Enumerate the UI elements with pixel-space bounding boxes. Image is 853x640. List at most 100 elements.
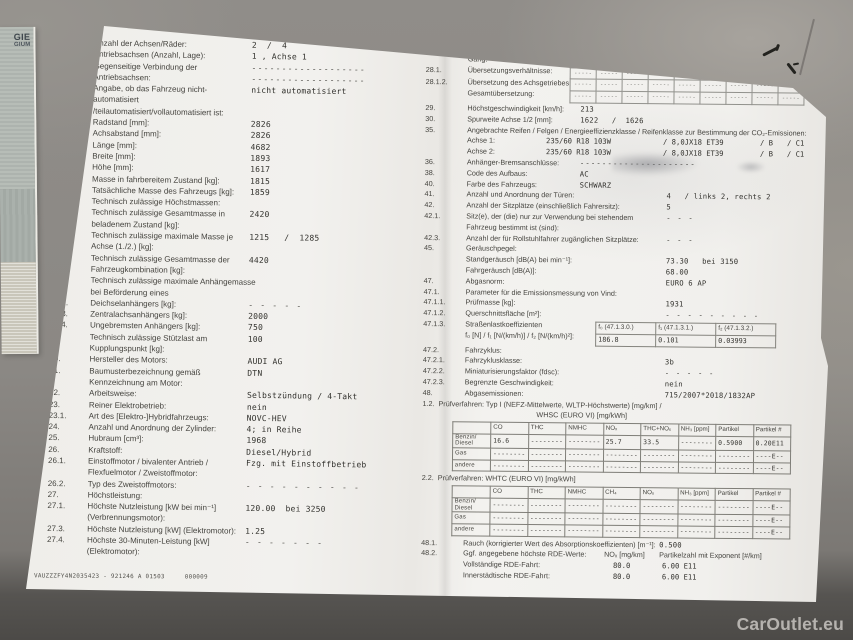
table-cell: -------- [602,513,640,526]
table-cell: -------- [564,498,603,514]
field-value: - - - - - - - - - [665,310,760,321]
field-number: 47.1.2. [423,308,446,318]
field-label: Technisch zulässige Stützlast am Kupplun… [89,332,208,354]
table-cell: 186.8 [595,333,656,347]
paper-crease [438,26,452,600]
field-value: 6.00 E11 [661,561,697,571]
ink-smudge-small [736,161,766,173]
field-label: Gegenseitige Verbindung der Antriebsachs… [93,61,198,83]
field-value: nicht automatisiert [251,85,347,97]
table-cell: ----- [648,68,675,81]
field-label: Technisch zulässige Gesamtmasse in belad… [91,208,225,230]
table-cell: ----- [622,67,649,81]
table-header-cell: Partikel [715,488,753,501]
field-label: Technisch zulässige maximale Anhängemass… [90,275,256,298]
desk-scratch [799,18,815,76]
table-header-cell: CO [490,486,528,499]
field-number: 4.1. [52,128,67,138]
field-number: 18. [50,275,62,285]
table-cell: ----- [648,56,675,69]
table-cell: -------- [564,524,603,537]
field-label: Getriebe (Typ): [467,42,516,52]
table-cell: ----- [673,92,701,105]
field-value: 120.00 bei 3250 [245,503,326,515]
table-cell: -------- [677,514,715,527]
coc-right-column: 28. Getriebe (Typ): automatisch Gang: 28.1. Ü… [419,42,824,585]
form-row: 27.4. Höchste 30-Minuten-Leistung [kW] (E… [45,534,441,562]
table-value-row: 186.8 0.101 0.03993 [595,333,776,348]
table-cell: ----- [726,57,753,70]
table-cell: 0.101 [655,334,716,347]
field-number: 23. [48,399,61,409]
road-load-label-1: Straßenlastkoeffizienten [465,319,543,330]
field-label: Sitz(e), der (die) nur zur Verwendung be… [466,211,634,233]
field-number: 47.1.1. [423,297,446,307]
table-header-cell: CO [490,422,529,435]
emissions-table-2: CO THC NMHC CH₄ NOₓ NH₃ [ppm] Partikel Partikel… [451,486,791,540]
field-number: 18.1. [50,297,69,308]
table-cell: ----- [725,92,753,105]
table-cell: -------- [565,460,603,473]
table-header-cell: Partikel [715,424,754,437]
table-cell: -------- [565,434,604,450]
table-cell: ----- [752,69,779,82]
field-number: 16.1. [51,207,70,217]
gear-ratio-table: ----- ----- ----- ----- ----- ----- ----- -----… [569,55,805,106]
table-cell: -------- [527,460,566,473]
table-cell: ----- [622,79,649,92]
table-cell: -------- [527,512,565,525]
field-number: 27. [47,489,59,500]
field-number: 45. [423,243,435,253]
table-cell: -------- [490,459,528,473]
table-header-cell: f₁ (47.1.3.1.) [655,322,716,336]
field-number: 21. [49,365,61,375]
table-cell: ----- [621,91,649,104]
table-cell: -------- [489,512,528,525]
table-cell: ----- [596,79,623,92]
gear-table-row: ----- ----- ----- ----- ----- ----- ----- -----… [569,91,805,106]
test-procedure-text: Prüfverfahren: WHTC (EURO VI) [mg/kWh] [437,473,576,484]
field-number: 26.1. [48,455,66,466]
field-number: 13. [51,173,64,183]
table-cell: ----E-- [752,462,791,475]
axle-label: Achse 2: [466,146,495,156]
table-cell: -------- [677,525,715,538]
field-value: 100 [247,334,263,344]
field-number: 47. [423,275,434,285]
table-cell: -------- [489,498,528,513]
efficiency-class: / B [759,149,773,159]
field-number: 16. [51,196,63,206]
field-number: 29. [425,103,436,113]
table-cell: ----- [570,55,597,68]
table-header-cell: Partikel # [753,424,791,437]
table-cell: ----- [596,67,623,80]
table-header-cell: f₀ (47.1.3.0.) [595,322,656,335]
field-value: - - - - - - - [244,537,324,548]
table-cell: ----- [726,80,753,93]
field-number: 47.2.3. [422,376,445,387]
table-cell: -------- [602,525,640,538]
table-header-cell: CH₄ [602,487,641,500]
table-cell: 0.20E11 [753,436,791,451]
table-cell: ----- [700,56,727,69]
field-number: 27.1. [47,501,66,511]
field-label: Gesamtübersetzung: [467,88,535,99]
tyre-class: / C1 [787,138,805,149]
table-cell: ----- [595,91,623,104]
form-row: 3.1. Angabe, ob das Fahrzeug nicht-automa… [51,82,447,121]
field-number: 38. [424,167,435,177]
field-number: 16.4. [50,252,69,262]
table-cell: ----- [777,93,805,106]
field-number: 20. [49,354,61,364]
gear-table-row: ----- ----- ----- ----- ----- ----- ----- -----… [570,55,805,70]
table-cell: ----- [674,68,701,81]
table-cell: 16.6 [490,434,529,449]
table-cell: -------- [677,500,716,515]
row-label-cell: Gas [451,511,490,525]
table-cell: -------- [639,513,678,526]
sheet-number: 000009 [184,574,208,581]
side-document-text-1: GIE [13,31,31,43]
field-label: Technisch zulässige maximale Masse je Ac… [91,230,234,252]
